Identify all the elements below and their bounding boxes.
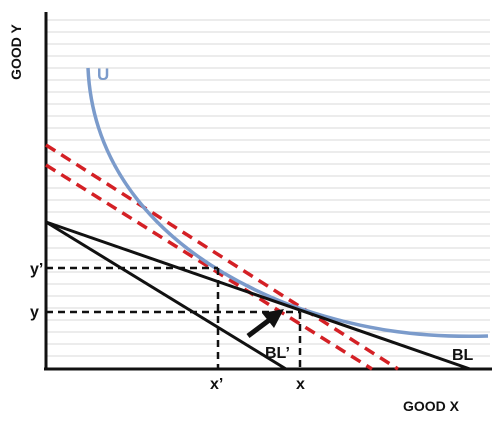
y-axis-title: GOOD Y bbox=[8, 23, 24, 79]
budget-line-bl bbox=[45, 220, 471, 371]
budget-line-bl-prime bbox=[45, 220, 287, 371]
tick-label-y: y bbox=[30, 304, 39, 321]
tick-label-y-prime: y’ bbox=[30, 261, 43, 278]
shift-arrow-head bbox=[262, 309, 284, 328]
grid-lines bbox=[46, 19, 490, 357]
shift-arrow-shaft bbox=[246, 316, 274, 338]
tick-label-x-prime: x’ bbox=[210, 376, 223, 393]
tick-label-x: x bbox=[296, 376, 305, 393]
x-axis-title: GOOD X bbox=[403, 398, 460, 414]
budget-line-prime-label: BL’ bbox=[265, 345, 290, 362]
red-dashed-line-lower bbox=[45, 163, 373, 371]
indifference-curve-u bbox=[86, 67, 489, 339]
budget-line-label: BL bbox=[452, 347, 474, 364]
red-dashed-line-upper bbox=[45, 143, 399, 371]
indifference-curve-label: U bbox=[97, 65, 109, 84]
